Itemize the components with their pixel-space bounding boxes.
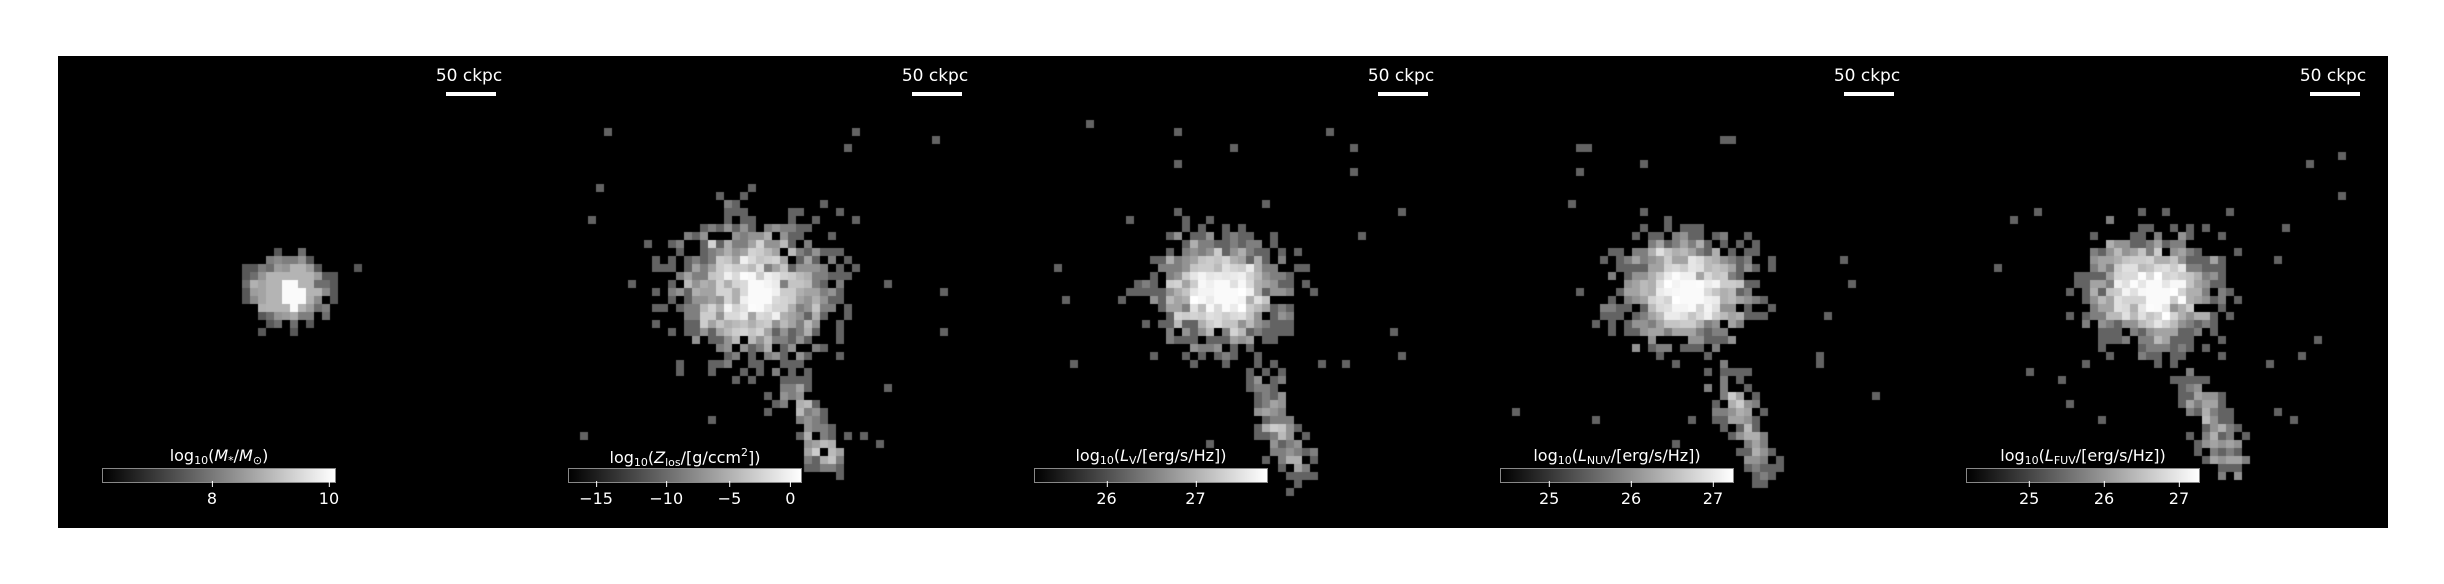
colorbar bbox=[568, 468, 802, 483]
colorbar-label: log10(LFUV/[erg/s/Hz]) bbox=[2000, 446, 2166, 467]
map-panel-nuv-luminosity: 50 ckpc log10(LNUV/[erg/s/Hz]) 25 26 27 bbox=[1456, 56, 1922, 528]
colorbar-tick: 27 bbox=[1703, 481, 1723, 508]
scale-bar bbox=[912, 92, 962, 96]
scale-bar bbox=[1378, 92, 1428, 96]
colorbar bbox=[102, 468, 336, 483]
map-panel-metal-density: 50 ckpc log10(Zlos/[g/ccm2]) −15 −10 −5 0 bbox=[524, 56, 990, 528]
colorbar bbox=[1034, 468, 1268, 483]
colorbar-tick: 26 bbox=[1621, 481, 1641, 508]
galaxy-map-image bbox=[524, 56, 990, 528]
galaxy-map-image bbox=[1922, 56, 2388, 528]
colorbar bbox=[1966, 468, 2200, 483]
galaxy-map-image bbox=[990, 56, 1456, 528]
colorbar-ticks: 25 26 27 bbox=[1500, 481, 1734, 513]
colorbar-ticks: 8 10 bbox=[102, 481, 339, 513]
colorbar-label: log10(M*/M⊙) bbox=[169, 446, 269, 467]
map-panel-fuv-luminosity: 50 ckpc log10(LFUV/[erg/s/Hz]) 25 26 27 bbox=[1922, 56, 2388, 528]
colorbar-tick: −15 bbox=[579, 481, 613, 508]
scale-bar-label: 50 ckpc bbox=[901, 66, 969, 86]
colorbar-tick: 27 bbox=[1185, 481, 1206, 508]
colorbar-tick: 27 bbox=[2169, 481, 2189, 508]
scale-bar-label: 50 ckpc bbox=[1833, 66, 1901, 86]
scale-bar-label: 50 ckpc bbox=[435, 66, 503, 86]
colorbar-tick: 26 bbox=[2094, 481, 2114, 508]
colorbar-ticks: 26 27 bbox=[1034, 481, 1268, 513]
scale-bar bbox=[2310, 92, 2360, 96]
colorbar-tick: 26 bbox=[1096, 481, 1117, 508]
colorbar-label: log10(LV/[erg/s/Hz]) bbox=[1075, 446, 1227, 467]
map-panel-v-band-luminosity: 50 ckpc log10(LV/[erg/s/Hz]) 26 27 bbox=[990, 56, 1456, 528]
colorbar-tick: 0 bbox=[785, 481, 795, 508]
colorbar-tick: 10 bbox=[319, 481, 339, 508]
scale-bar-label: 50 ckpc bbox=[1367, 66, 1435, 86]
colorbar bbox=[1500, 468, 1734, 483]
colorbar-label: log10(LNUV/[erg/s/Hz]) bbox=[1533, 446, 1701, 467]
scale-bar bbox=[446, 92, 496, 96]
galaxy-map-image bbox=[58, 56, 524, 528]
colorbar-ticks: 25 26 27 bbox=[1966, 481, 2200, 513]
galaxy-map-image bbox=[1456, 56, 1922, 528]
colorbar-tick: −10 bbox=[649, 481, 683, 508]
map-panel-stellar-mass: 50 ckpc log10(M*/M⊙) 8 10 bbox=[58, 56, 524, 528]
scale-bar bbox=[1844, 92, 1894, 96]
colorbar-tick: −5 bbox=[718, 481, 741, 508]
colorbar-tick: 8 bbox=[207, 481, 217, 508]
colorbar-tick: 25 bbox=[2019, 481, 2039, 508]
colorbar-label: log10(Zlos/[g/ccm2]) bbox=[609, 446, 761, 469]
scale-bar-label: 50 ckpc bbox=[2299, 66, 2367, 86]
colorbar-tick: 25 bbox=[1539, 481, 1559, 508]
colorbar-ticks: −15 −10 −5 0 bbox=[568, 481, 802, 513]
